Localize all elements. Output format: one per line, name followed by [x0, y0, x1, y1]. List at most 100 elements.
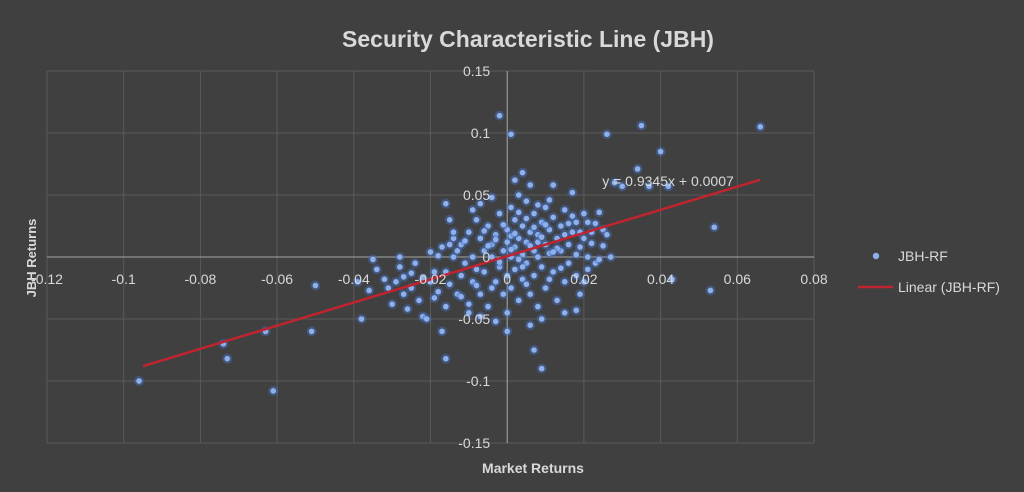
- data-point: [469, 207, 476, 213]
- data-point: [492, 279, 499, 285]
- data-point: [385, 285, 392, 291]
- data-point: [538, 264, 545, 270]
- data-point: [581, 235, 587, 242]
- data-point: [477, 235, 484, 242]
- data-point: [535, 254, 541, 260]
- data-point: [538, 234, 545, 240]
- data-point: [489, 285, 495, 291]
- data-point: [561, 279, 568, 285]
- data-point: [554, 245, 560, 252]
- legend-marker-points: [872, 252, 880, 260]
- data-point: [531, 347, 537, 353]
- data-point: [542, 221, 549, 228]
- data-point: [389, 301, 395, 307]
- data-point: [492, 318, 499, 325]
- y-tick-label: 0: [482, 249, 490, 265]
- data-point: [592, 220, 599, 227]
- data-point: [435, 252, 441, 259]
- data-point: [466, 229, 472, 235]
- data-point: [527, 229, 534, 235]
- data-point: [400, 274, 407, 280]
- data-point: [558, 223, 564, 229]
- data-point: [554, 297, 560, 304]
- data-point: [546, 197, 553, 203]
- data-point: [519, 264, 526, 270]
- data-point: [607, 254, 614, 260]
- data-point: [561, 310, 568, 316]
- data-point: [469, 254, 476, 260]
- data-point: [596, 256, 603, 263]
- data-point: [381, 276, 388, 283]
- data-point: [508, 204, 514, 211]
- data-point: [374, 266, 380, 273]
- data-point: [481, 228, 487, 234]
- data-point: [473, 282, 480, 289]
- data-point: [450, 229, 457, 235]
- data-point: [581, 279, 587, 285]
- data-point: [638, 122, 645, 129]
- trendline-layer: [142, 178, 761, 368]
- data-point: [604, 231, 610, 238]
- data-point: [508, 246, 514, 253]
- y-tick-label: -0.05: [458, 311, 490, 327]
- data-point: [500, 248, 507, 254]
- data-point: [462, 238, 468, 244]
- data-point: [500, 221, 507, 228]
- data-point: [504, 226, 511, 233]
- data-point: [569, 213, 576, 219]
- data-point: [446, 217, 453, 223]
- data-point: [523, 281, 530, 288]
- data-point: [531, 210, 537, 217]
- data-point: [500, 291, 507, 298]
- data-point: [458, 272, 464, 279]
- data-point: [308, 328, 315, 335]
- data-point: [565, 220, 572, 227]
- data-point: [481, 248, 487, 254]
- data-point: [504, 310, 511, 316]
- data-point: [711, 224, 718, 231]
- data-point: [508, 131, 514, 138]
- trendline-equation: y = 0.9345x + 0.0007: [602, 173, 734, 189]
- data-point: [634, 166, 641, 172]
- data-point: [458, 241, 464, 248]
- data-point: [512, 230, 518, 237]
- data-point: [443, 303, 449, 310]
- data-point: [427, 249, 434, 255]
- data-point: [489, 254, 495, 260]
- data-point: [481, 269, 487, 275]
- legend-label-points: JBH-RF: [898, 248, 948, 264]
- data-point: [573, 251, 580, 258]
- data-point: [550, 214, 557, 221]
- data-point: [404, 306, 411, 312]
- data-point: [523, 215, 530, 222]
- data-point: [550, 269, 557, 275]
- data-point: [512, 217, 518, 223]
- data-point: [707, 287, 714, 294]
- data-point: [473, 266, 480, 273]
- data-point: [561, 207, 568, 213]
- data-point: [531, 224, 537, 231]
- data-point: [477, 200, 484, 207]
- y-tick-label: -0.1: [466, 373, 490, 389]
- x-tick-label: 0.02: [570, 271, 597, 287]
- y-axis-label: JBH Returns: [24, 219, 39, 298]
- x-tick-label: -0.08: [184, 271, 216, 287]
- data-point: [408, 270, 415, 276]
- data-point: [519, 223, 526, 229]
- x-tick-label: 0.04: [647, 271, 674, 287]
- data-point: [531, 272, 537, 279]
- data-point: [519, 276, 526, 283]
- data-point: [588, 240, 595, 247]
- x-tick-label: -0.04: [338, 271, 370, 287]
- data-point: [542, 204, 549, 211]
- data-point: [565, 241, 572, 248]
- data-point: [508, 285, 514, 291]
- data-point: [492, 231, 499, 238]
- data-point: [538, 316, 545, 322]
- x-axis-label: Market Returns: [482, 460, 584, 476]
- data-point: [312, 282, 319, 289]
- data-point: [584, 219, 591, 226]
